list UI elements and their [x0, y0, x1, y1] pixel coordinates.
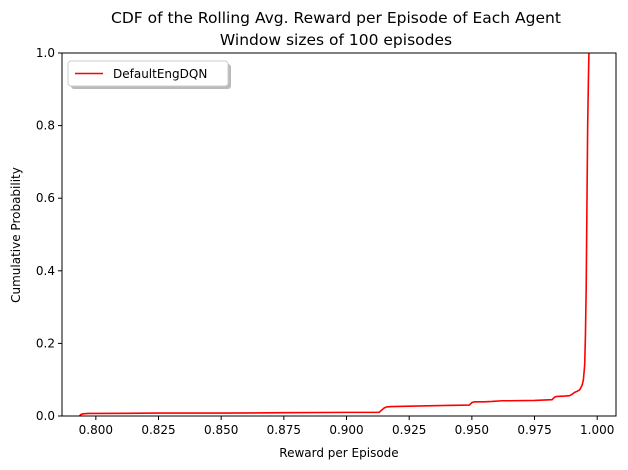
y-tick-label: 0.2	[36, 336, 55, 350]
x-axis-label: Reward per Episode	[279, 446, 398, 460]
legend-box	[67, 60, 229, 87]
x-tick-label: 0.875	[267, 423, 301, 437]
x-tick-label: 1.000	[580, 423, 614, 437]
plot-area	[62, 53, 616, 416]
series-line-defaultengdqn	[78, 52, 590, 417]
x-tick-label: 0.900	[329, 423, 363, 437]
y-tick-label: 0.4	[36, 264, 55, 278]
x-tick-label: 0.975	[517, 423, 551, 437]
legend-label: DefaultEngDQN	[113, 67, 207, 81]
chart-title: CDF of the Rolling Avg. Reward per Episo…	[111, 9, 561, 27]
x-tick-label: 0.850	[204, 423, 238, 437]
legend: DefaultEngDQN	[67, 60, 231, 89]
plot-frame	[61, 52, 617, 417]
y-axis-label: Cumulative Probability	[9, 167, 23, 303]
chart-subtitle: Window sizes of 100 episodes	[220, 31, 452, 49]
y-axis-ticks: 0.0 0.2 0.4 0.6 0.8 1.0	[36, 46, 62, 423]
x-tick-label: 0.800	[79, 423, 113, 437]
y-tick-label: 1.0	[36, 46, 55, 60]
x-axis-ticks: 0.800 0.825 0.850 0.875 0.900 0.925 0.950 0.975…	[79, 416, 614, 437]
y-tick-label: 0.8	[36, 119, 55, 133]
y-tick-label: 0.6	[36, 191, 55, 205]
y-tick-label: 0.0	[36, 409, 55, 423]
x-tick-label: 0.950	[455, 423, 489, 437]
series-layer	[78, 52, 590, 417]
x-tick-label: 0.925	[392, 423, 426, 437]
x-tick-label: 0.825	[141, 423, 175, 437]
